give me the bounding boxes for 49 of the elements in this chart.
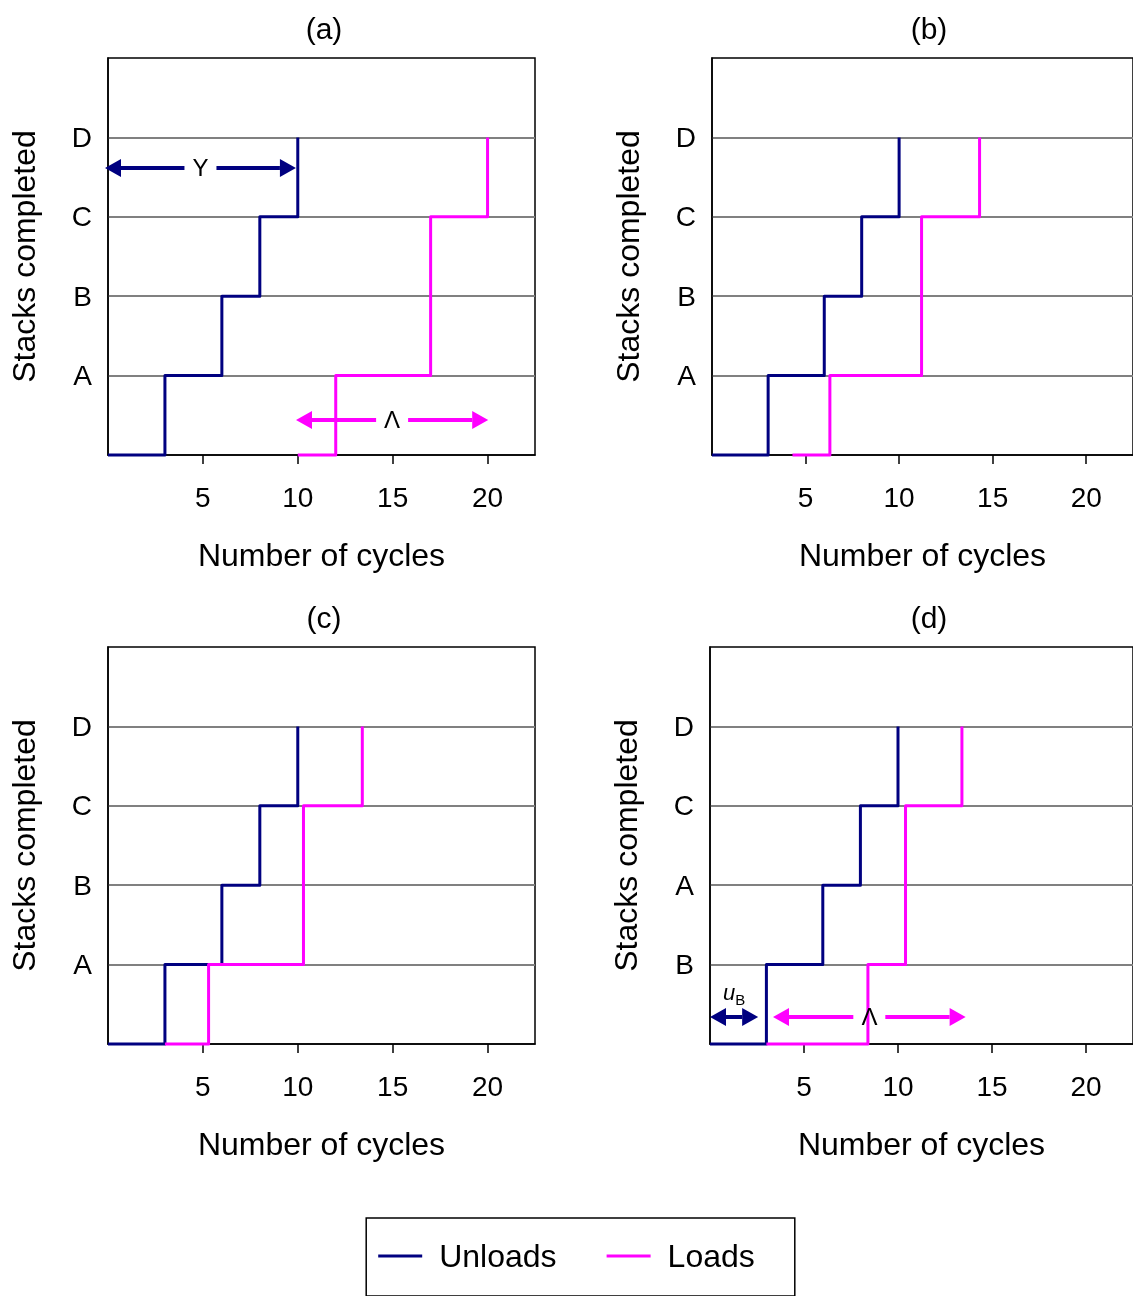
x-tick-label: 20 [471,481,504,513]
category-label: C [71,790,92,822]
chart-title: (b) [910,11,948,45]
y-axis-title: Stacks completed [6,130,42,383]
x-axis-title: Number of cycles [797,1126,1046,1162]
category-label: D [675,121,696,153]
x-axis-title: Number of cycles [798,537,1047,573]
legend-label: Loads [667,1238,755,1274]
x-tick-label: 15 [377,1070,409,1102]
annotation: Y [192,153,209,181]
category-label: A [73,949,92,981]
x-tick-label: 10 [282,1070,314,1102]
annotation: Λ [384,406,401,434]
chart-title: (a) [305,11,343,45]
category-label: D [71,710,92,742]
x-tick-label: 10 [882,1070,914,1102]
y-axis-title: Stacks completed [610,130,646,383]
y-axis-title: Stacks completed [608,719,644,972]
annotation: u$_{B}$ [723,980,746,1009]
x-axis-title: Number of cycles [197,1126,446,1162]
category-label: B [675,949,694,981]
legend-label: Unloads [439,1238,557,1274]
x-tick-label: 20 [1070,481,1102,513]
category-label: C [673,790,694,822]
x-tick-label: 5 [797,481,814,513]
x-axis-title: Number of cycles [197,537,446,573]
category-label: C [71,201,92,233]
x-tick-label: 5 [195,1070,211,1102]
category-label: A [675,869,694,901]
category-label: C [675,201,696,233]
x-tick-label: 5 [195,481,211,513]
x-tick-label: 15 [377,481,409,513]
chart-title: (d) [910,600,948,634]
x-tick-label: 20 [471,1070,504,1102]
category-label: B [73,869,92,901]
x-tick-label: 10 [282,481,314,513]
x-tick-label: 15 [977,481,1009,513]
category-label: D [673,710,694,742]
chart-title: (c) [306,600,342,634]
category-label: D [71,121,92,153]
category-label: A [73,360,92,392]
x-tick-label: 10 [883,481,915,513]
category-label: B [677,280,696,312]
y-axis-title: Stacks completed [6,719,42,972]
x-tick-label: 15 [976,1070,1008,1102]
x-tick-label: 20 [1070,1070,1102,1102]
category-label: A [677,360,696,392]
category-label: B [73,280,92,312]
x-tick-label: 5 [796,1070,812,1102]
